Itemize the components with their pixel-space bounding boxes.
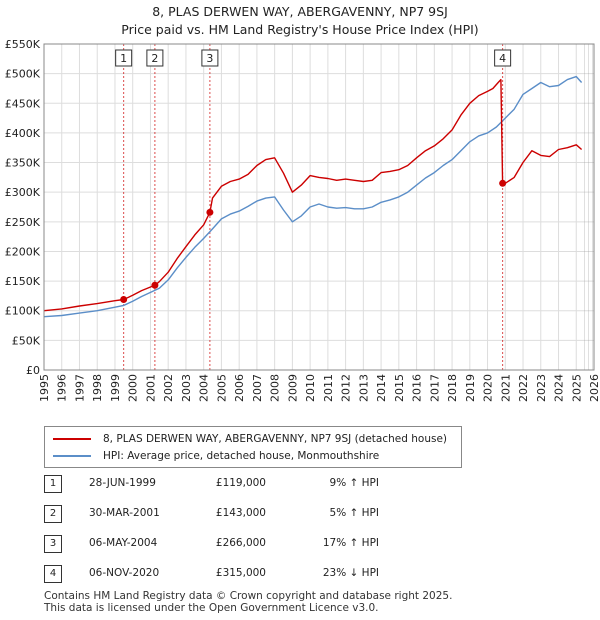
sale-price: £143,000 [215, 507, 266, 519]
y-tick-label: £150K [5, 275, 41, 288]
sale-point [499, 179, 507, 187]
x-tick-label: 2012 [340, 374, 353, 402]
plot-border [43, 43, 595, 371]
sale-badge-box [201, 49, 219, 67]
x-tick-label: 1999 [109, 374, 122, 402]
footer: Contains HM Land Registry data © Crown c… [44, 590, 452, 614]
legend: 8, PLAS DERWEN WAY, ABERGAVENNY, NP7 9SJ… [44, 426, 462, 468]
x-tick-label: 2011 [322, 374, 335, 402]
future-hatch [581, 44, 594, 370]
sale-number-badge: 2 [44, 505, 62, 523]
table-row: 1 28-JUN-1999 £119,000 9% ↑ HPI [44, 474, 464, 494]
sale-date: 06-NOV-2020 [89, 567, 160, 579]
sale-point [151, 281, 159, 289]
sale-number-badge: 4 [44, 565, 62, 583]
x-tick-label: 2001 [144, 374, 157, 402]
legend-label-property: 8, PLAS DERWEN WAY, ABERGAVENNY, NP7 9SJ… [103, 433, 448, 445]
x-tick-label: 2000 [127, 374, 140, 402]
sale-date: 06-MAY-2004 [89, 537, 158, 549]
sale-badge-label: 4 [499, 52, 506, 65]
sale-price: £119,000 [215, 477, 266, 489]
x-tick-label: 1998 [91, 374, 104, 402]
x-tick-label: 1997 [73, 374, 86, 402]
y-tick-label: £350K [5, 157, 41, 170]
x-tick-label: 2018 [446, 374, 459, 402]
x-tick-label: 2014 [375, 374, 388, 402]
chart-title: 8, PLAS DERWEN WAY, ABERGAVENNY, NP7 9SJ [152, 4, 448, 19]
y-tick-label: £300K [5, 186, 41, 199]
x-tick-label: 2019 [464, 374, 477, 402]
y-tick-label: £500K [5, 68, 41, 81]
sale-badge-label: 2 [151, 52, 158, 65]
x-tick-label: 2006 [233, 374, 246, 402]
y-tick-label: £0 [26, 364, 40, 377]
sale-badge-label: 3 [206, 52, 213, 65]
x-tick-label: 2016 [411, 374, 424, 402]
y-tick-label: £250K [5, 216, 41, 229]
sale-hpi-diff: 17% ↑ HPI [322, 537, 379, 549]
legend-label-hpi: HPI: Average price, detached house, Monm… [103, 450, 380, 462]
x-tick-label: 2002 [162, 374, 175, 402]
sale-price: £315,000 [215, 567, 266, 579]
x-tick-label: 2023 [535, 374, 548, 402]
y-tick-label: £550K [5, 38, 41, 51]
legend-item-property: 8, PLAS DERWEN WAY, ABERGAVENNY, NP7 9SJ… [53, 431, 447, 447]
sale-price: £266,000 [215, 537, 266, 549]
sale-hpi-diff: 5% ↑ HPI [329, 507, 379, 519]
footer-licence: This data is licensed under the Open Gov… [44, 602, 379, 614]
x-tick-label: 1996 [56, 374, 69, 402]
property-price-line [43, 78, 583, 312]
x-tick-label: 2007 [251, 374, 264, 402]
sale-number-badge: 1 [44, 475, 62, 493]
sale-badge-label: 1 [120, 52, 127, 65]
y-tick-label: £400K [5, 127, 41, 140]
chart-subtitle: Price paid vs. HM Land Registry's House … [121, 22, 479, 37]
sale-hpi-diff: 9% ↑ HPI [329, 477, 379, 489]
sale-point [206, 208, 214, 216]
x-tick-label: 2013 [357, 374, 370, 402]
table-row: 2 30-MAR-2001 £143,000 5% ↑ HPI [44, 504, 464, 524]
sale-badge-box [494, 49, 512, 67]
x-tick-label: 2020 [482, 374, 495, 402]
x-tick-label: 2017 [428, 374, 441, 402]
x-tick-label: 2004 [198, 374, 211, 402]
sale-date: 28-JUN-1999 [89, 477, 156, 489]
y-tick-label: £450K [5, 97, 41, 110]
x-tick-label: 2025 [570, 374, 583, 402]
sale-hpi-diff: 23% ↓ HPI [322, 567, 379, 579]
sale-badge-box [146, 49, 164, 67]
x-tick-label: 2008 [269, 374, 282, 402]
x-tick-label: 2003 [180, 374, 193, 402]
table-row: 4 06-NOV-2020 £315,000 23% ↓ HPI [44, 564, 464, 584]
x-tick-label: 2026 [588, 374, 600, 402]
x-tick-label: 2010 [304, 374, 317, 402]
plot-area [44, 44, 594, 370]
x-tick-label: 1995 [38, 374, 51, 402]
sale-badge-box [115, 49, 133, 67]
x-tick-label: 2021 [499, 374, 512, 402]
sale-point [120, 295, 128, 303]
sale-date: 30-MAR-2001 [89, 507, 160, 519]
y-tick-label: £200K [5, 245, 41, 258]
sale-number-badge: 3 [44, 535, 62, 553]
x-tick-label: 2015 [393, 374, 406, 402]
y-tick-label: £50K [12, 334, 41, 347]
legend-swatch-property [53, 438, 91, 440]
price-chart: £0 £50K £100K £150K £200K £250K £300K £350K £400… [5, 38, 600, 402]
table-row: 3 06-MAY-2004 £266,000 17% ↑ HPI [44, 534, 464, 554]
hpi-line [43, 75, 583, 318]
x-tick-label: 2005 [215, 374, 228, 402]
footer-copyright: Contains HM Land Registry data © Crown c… [44, 590, 453, 602]
x-tick-label: 2009 [286, 374, 299, 402]
legend-swatch-hpi [53, 455, 91, 457]
y-tick-label: £100K [5, 305, 41, 318]
legend-item-hpi: HPI: Average price, detached house, Monm… [53, 448, 379, 464]
x-tick-label: 2024 [553, 374, 566, 402]
x-tick-label: 2022 [517, 374, 530, 402]
